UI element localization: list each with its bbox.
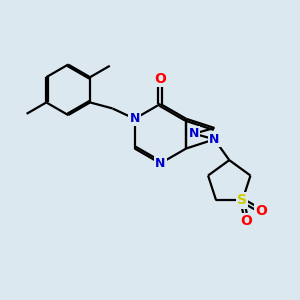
Text: O: O xyxy=(241,214,253,228)
Text: N: N xyxy=(209,133,220,146)
Text: O: O xyxy=(255,204,267,218)
Text: O: O xyxy=(154,72,166,86)
Text: N: N xyxy=(189,127,199,140)
Text: N: N xyxy=(155,157,166,170)
Text: S: S xyxy=(237,194,248,208)
Text: N: N xyxy=(130,112,140,125)
